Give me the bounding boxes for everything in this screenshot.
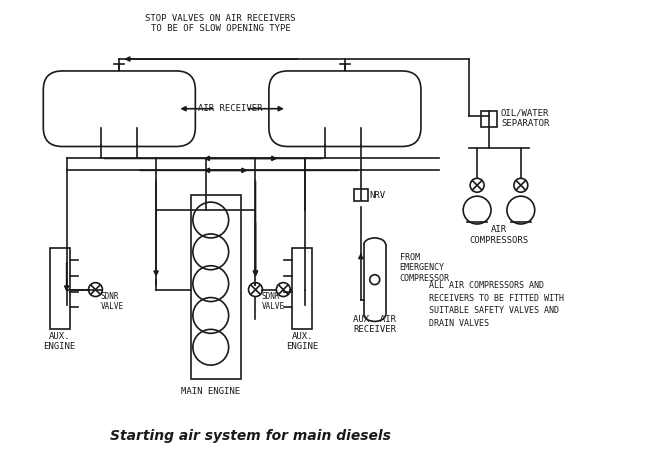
FancyBboxPatch shape <box>269 71 421 147</box>
Text: AUX.
ENGINE: AUX. ENGINE <box>286 332 318 351</box>
FancyBboxPatch shape <box>43 71 195 147</box>
Text: SDNR
VALVE: SDNR VALVE <box>100 292 124 311</box>
Text: AUX.
ENGINE: AUX. ENGINE <box>44 332 76 351</box>
Bar <box>292 248 312 329</box>
Text: AUX. AIR
RECEIVER: AUX. AIR RECEIVER <box>353 315 396 334</box>
Bar <box>191 195 240 379</box>
Bar <box>481 111 497 126</box>
Text: AIR RECEIVER: AIR RECEIVER <box>199 104 263 113</box>
Bar <box>50 248 70 329</box>
Text: ALL AIR COMPRESSORS AND
RECEIVERS TO BE FITTED WITH
SUITABLE SAFETY VALVES AND
D: ALL AIR COMPRESSORS AND RECEIVERS TO BE … <box>430 281 564 328</box>
Circle shape <box>377 106 383 112</box>
Bar <box>354 189 368 201</box>
Polygon shape <box>98 138 105 143</box>
Polygon shape <box>321 138 329 143</box>
Text: SDNR
VALVE: SDNR VALVE <box>262 292 285 311</box>
Text: FROM
EMERGENCY
COMPRESSOR: FROM EMERGENCY COMPRESSOR <box>400 253 450 283</box>
Polygon shape <box>357 138 365 143</box>
Text: OIL/WATER
SEPARATOR: OIL/WATER SEPARATOR <box>501 109 549 128</box>
Text: AIR
COMPRESSORS: AIR COMPRESSORS <box>469 225 529 245</box>
Circle shape <box>81 106 87 112</box>
Text: STOP VALVES ON AIR RECEIVERS
TO BE OF SLOW OPENING TYPE: STOP VALVES ON AIR RECEIVERS TO BE OF SL… <box>145 14 296 33</box>
Text: NRV: NRV <box>370 191 386 200</box>
Polygon shape <box>133 138 141 143</box>
Text: MAIN ENGINE: MAIN ENGINE <box>181 387 240 396</box>
Text: Starting air system for main diesels: Starting air system for main diesels <box>110 429 391 443</box>
